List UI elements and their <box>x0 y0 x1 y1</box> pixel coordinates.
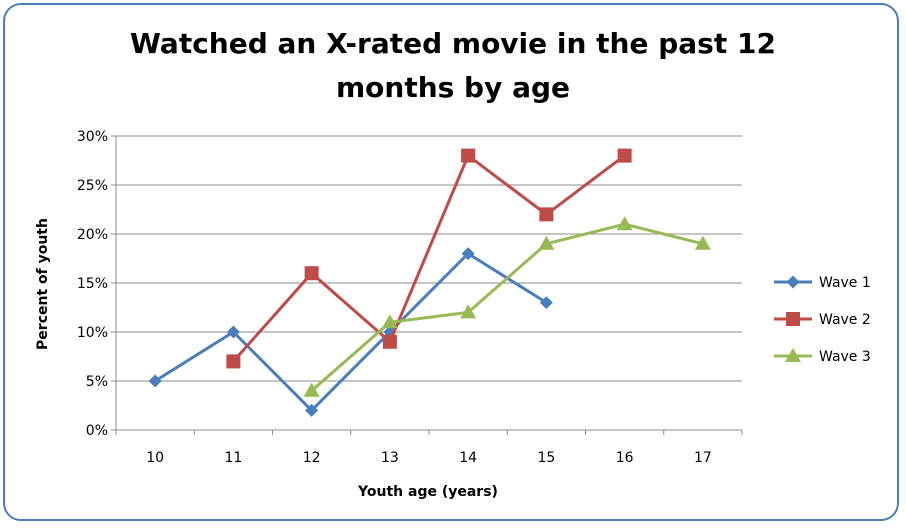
series-3 <box>303 216 711 397</box>
x-axis-label: Youth age (years) <box>357 484 498 500</box>
x-axis-ticks: 10 11 12 13 14 15 16 17 <box>146 450 712 466</box>
x-tick-label: 15 <box>537 450 555 466</box>
x-tick-label: 14 <box>459 450 477 466</box>
legend-marker <box>786 275 800 289</box>
data-point <box>461 247 475 261</box>
data-point <box>538 235 555 250</box>
y-axis-label: Percent of youth <box>35 218 51 350</box>
chart-title-line-2: months by age <box>335 71 571 104</box>
x-tick-label: 10 <box>146 450 164 466</box>
x-tick-label: 13 <box>381 450 399 466</box>
series-2 <box>226 148 632 369</box>
series-line <box>310 222 704 392</box>
data-point <box>303 382 320 397</box>
legend-entry: Wave 2 <box>774 312 871 328</box>
y-tick-label: 5% <box>86 374 108 390</box>
legend-marker <box>785 348 801 362</box>
data-point <box>617 148 632 163</box>
y-tick-label: 10% <box>77 325 108 341</box>
data-point <box>304 266 319 281</box>
y-tick-label: 20% <box>77 227 108 243</box>
legend-label: Wave 3 <box>819 349 871 365</box>
legend-label: Wave 2 <box>819 312 871 328</box>
data-point <box>226 354 241 369</box>
legend-entry: Wave 1 <box>774 275 871 291</box>
data-point <box>616 216 633 231</box>
y-tick-label: 30% <box>77 129 108 145</box>
y-tick-label: 25% <box>77 178 108 194</box>
data-point <box>148 374 162 388</box>
series-group <box>148 148 711 417</box>
legend-entry: Wave 3 <box>774 348 871 365</box>
chart-title-line-1: Watched an X-rated movie in the past 12 <box>130 27 776 60</box>
x-tick-label: 17 <box>694 450 712 466</box>
gridlines <box>111 135 743 435</box>
legend-marker <box>786 312 800 326</box>
y-axis-ticks: 0% 5% 10% 15% 20% 25% 30% <box>77 129 108 439</box>
series-line <box>154 252 548 412</box>
data-point <box>460 304 477 319</box>
chart-frame <box>3 3 899 521</box>
data-point <box>539 296 553 310</box>
data-point <box>381 314 398 329</box>
data-point <box>226 325 240 339</box>
data-point <box>382 334 397 349</box>
x-tick-label: 12 <box>303 450 321 466</box>
data-point <box>461 148 476 163</box>
series-line <box>232 154 626 363</box>
data-point <box>305 403 319 417</box>
y-tick-label: 15% <box>77 276 108 292</box>
data-point <box>539 207 554 222</box>
legend-label: Wave 1 <box>819 275 871 291</box>
data-point <box>694 235 711 250</box>
y-tick-label: 0% <box>86 423 108 439</box>
legend: Wave 1 Wave 2 Wave 3 <box>774 275 871 365</box>
x-tick-label: 11 <box>224 450 242 466</box>
series-1 <box>148 247 553 417</box>
x-tick-label: 16 <box>616 450 634 466</box>
